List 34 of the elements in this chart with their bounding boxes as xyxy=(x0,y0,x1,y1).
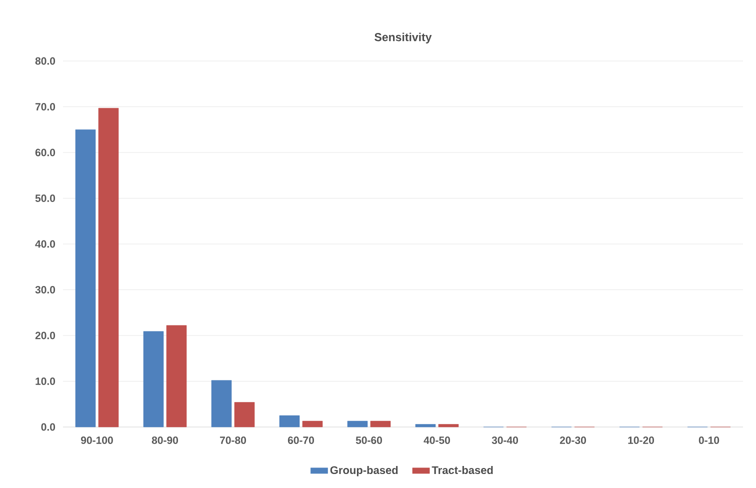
bar xyxy=(75,129,96,428)
bar xyxy=(98,108,119,428)
y-tick-label: 10.0 xyxy=(36,378,56,385)
x-tick-label: 70-80 xyxy=(220,436,246,444)
y-tick-label: 30.0 xyxy=(35,286,56,294)
y-tick-label: 70.0 xyxy=(35,103,56,110)
chart-title: Sensitivity xyxy=(374,32,432,44)
bar xyxy=(279,415,300,428)
x-tick-label: 40-50 xyxy=(424,436,450,444)
x-tick-label: 10-20 xyxy=(628,436,654,444)
bar xyxy=(234,402,255,428)
y-tick-label: 50.0 xyxy=(35,194,56,202)
legend-label: Group-based xyxy=(330,466,398,476)
x-tick-label: 20-30 xyxy=(560,436,586,444)
x-tick-label: 30-40 xyxy=(492,436,518,444)
bar xyxy=(211,380,232,428)
legend-label: Tract-based xyxy=(432,466,493,474)
bar xyxy=(302,420,323,428)
x-tick-label: 80-90 xyxy=(152,436,178,444)
x-tick-label: 50-60 xyxy=(356,436,382,444)
y-tick-label: 80.0 xyxy=(35,57,56,65)
bar xyxy=(415,424,436,428)
bar xyxy=(370,420,391,428)
y-tick-label: 20.0 xyxy=(35,332,56,340)
x-tick-label: 0-10 xyxy=(698,436,720,444)
x-tick-label: 60-70 xyxy=(288,436,314,444)
bar xyxy=(166,325,187,428)
bar xyxy=(347,420,368,428)
bar xyxy=(143,331,164,428)
bar xyxy=(438,424,459,428)
y-tick-label: 40.0 xyxy=(35,240,56,248)
x-tick-label: 90-100 xyxy=(81,436,113,444)
y-tick-label: 0.0 xyxy=(41,423,56,431)
y-tick-label: 60.0 xyxy=(35,148,56,156)
